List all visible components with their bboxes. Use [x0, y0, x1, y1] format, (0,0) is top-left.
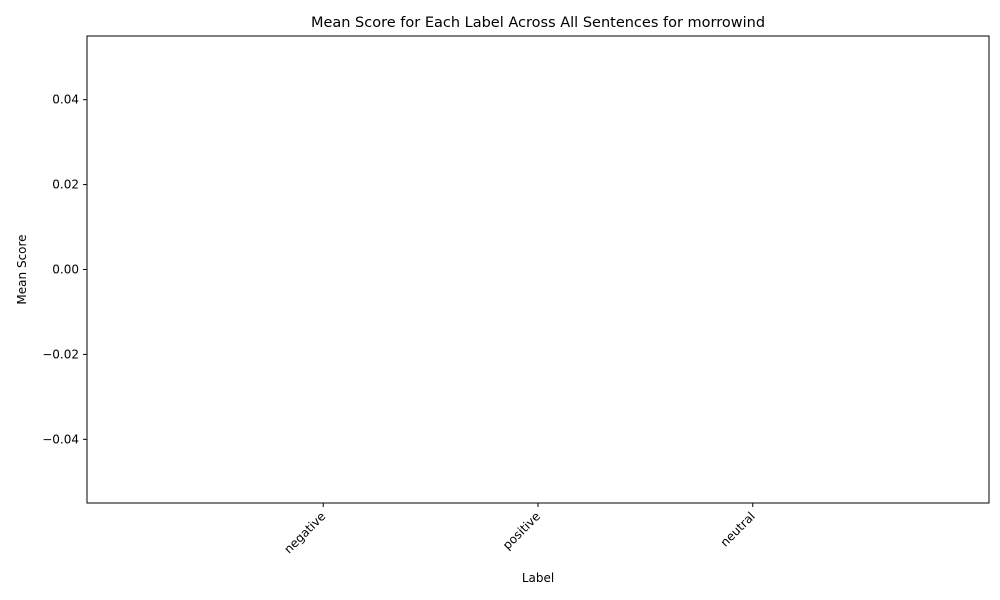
y-tick-label: −0.04 — [42, 432, 79, 446]
y-tick-label: −0.02 — [42, 347, 79, 361]
y-tick-label: 0.04 — [52, 93, 79, 107]
axes-frame — [86, 35, 990, 504]
y-tick-label: 0.00 — [52, 263, 79, 277]
y-tick-label: 0.02 — [52, 178, 79, 192]
y-axis: 0.04 0.02 0.00 −0.02 −0.04 — [42, 93, 87, 446]
x-axis-title: Label — [522, 571, 554, 585]
chart-title: Mean Score for Each Label Across All Sen… — [311, 15, 765, 31]
y-axis-title: Mean Score — [15, 234, 29, 304]
